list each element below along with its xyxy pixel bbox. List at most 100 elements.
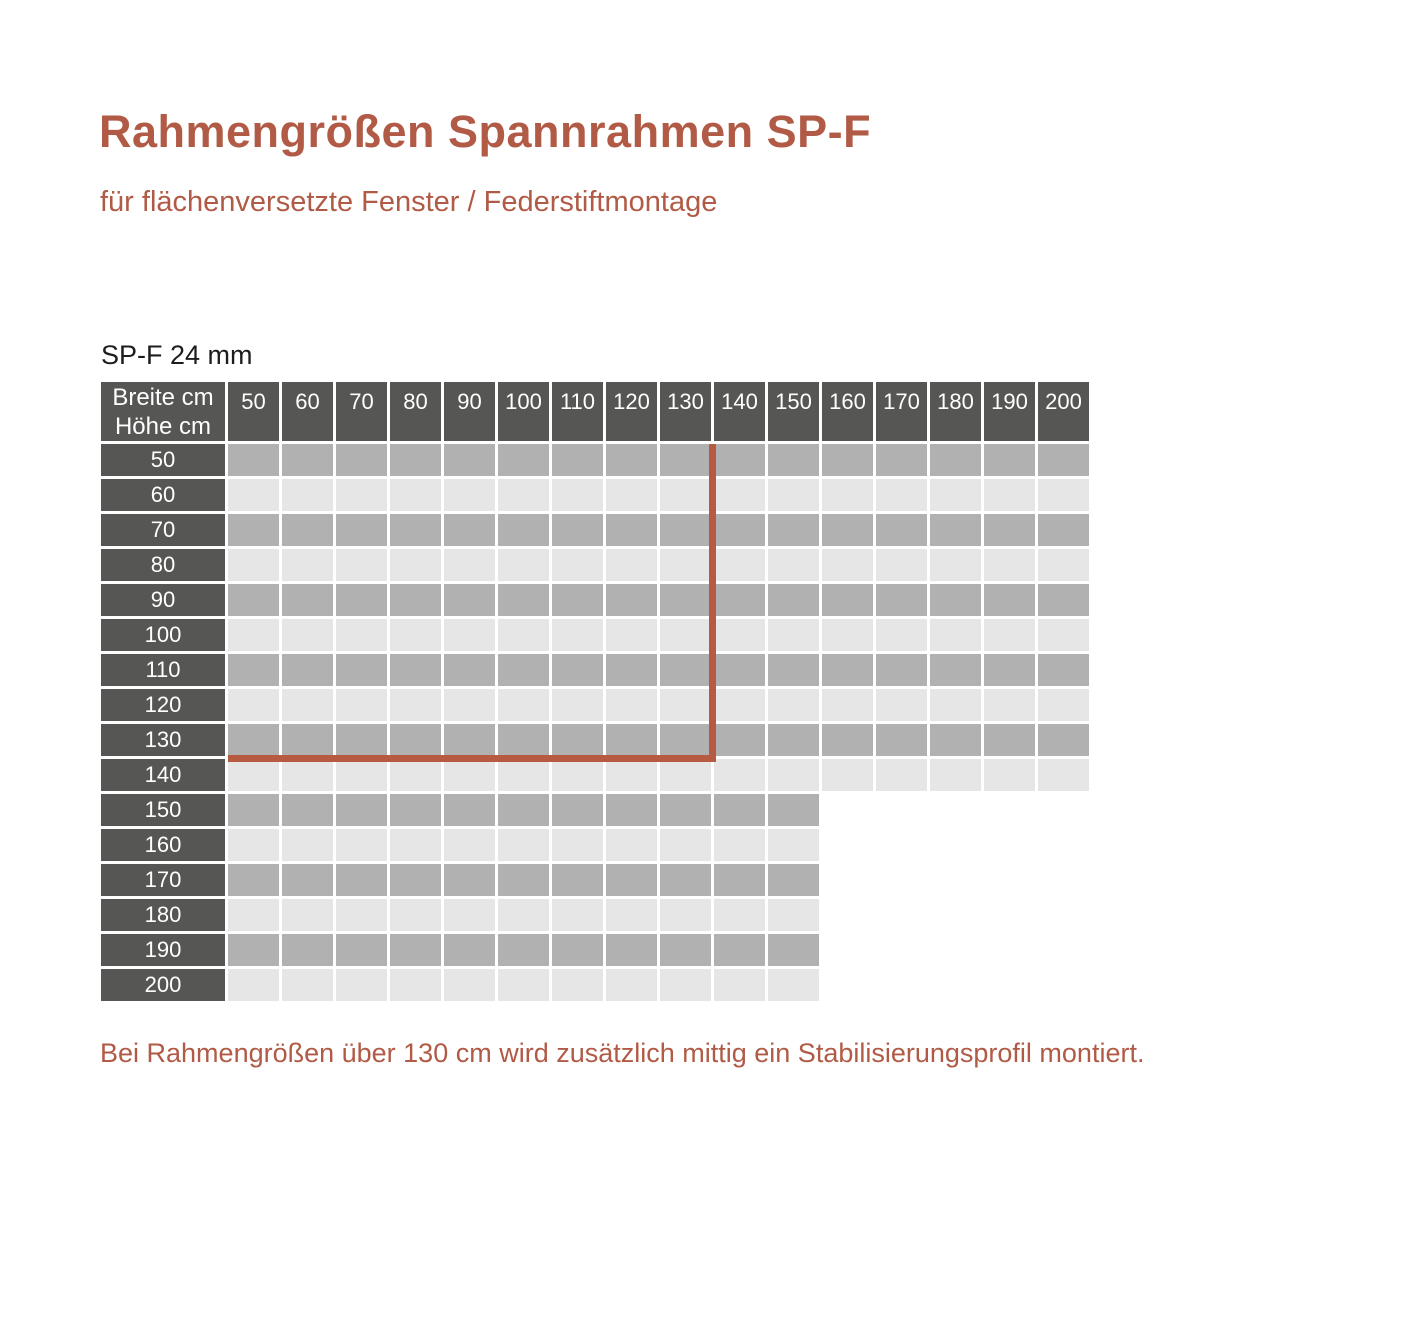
size-cell xyxy=(336,479,387,511)
size-cell xyxy=(228,654,279,686)
size-cell xyxy=(984,549,1035,581)
column-header-cell: 170 xyxy=(876,382,927,441)
column-header-cell: 50 xyxy=(228,382,279,441)
size-cell xyxy=(1038,619,1089,651)
size-cell xyxy=(714,514,765,546)
size-cell xyxy=(822,619,873,651)
size-cell xyxy=(282,584,333,616)
size-cell xyxy=(930,444,981,476)
size-cell xyxy=(930,654,981,686)
size-cell xyxy=(1038,724,1089,756)
size-cell xyxy=(660,689,711,721)
size-cell xyxy=(606,864,657,896)
row-header-cell: 50 xyxy=(101,444,225,476)
size-cell xyxy=(498,689,549,721)
size-cell xyxy=(984,689,1035,721)
page-title: Rahmengrößen Spannrahmen SP-F xyxy=(99,106,872,157)
size-cell xyxy=(498,514,549,546)
size-cell xyxy=(552,584,603,616)
size-cell xyxy=(606,934,657,966)
size-cell xyxy=(552,654,603,686)
size-cell xyxy=(552,794,603,826)
size-cell xyxy=(984,479,1035,511)
size-cell xyxy=(390,654,441,686)
size-cell xyxy=(714,934,765,966)
size-cell xyxy=(282,479,333,511)
size-cell xyxy=(390,549,441,581)
size-cell xyxy=(876,619,927,651)
table-body: 50 60 70 80 90 100 110 120 130 140 150 160 170 180 190… xyxy=(101,444,1089,1001)
row-header-cell: 170 xyxy=(101,864,225,896)
size-cell xyxy=(444,584,495,616)
size-cell xyxy=(876,654,927,686)
table-row: 80 xyxy=(101,549,1089,581)
size-cell xyxy=(228,864,279,896)
page-subtitle: für flächenversetzte Fenster / Federstif… xyxy=(100,186,718,218)
size-cell xyxy=(390,969,441,1001)
table-row: 190 xyxy=(101,934,1089,966)
size-cell xyxy=(228,479,279,511)
size-cell xyxy=(498,759,549,791)
table-row: 110 xyxy=(101,654,1089,686)
size-cell xyxy=(660,479,711,511)
size-cell xyxy=(228,514,279,546)
size-cell xyxy=(606,584,657,616)
size-cell xyxy=(714,654,765,686)
size-cell xyxy=(984,514,1035,546)
size-cell xyxy=(390,584,441,616)
size-cell xyxy=(768,654,819,686)
column-header-cell: 80 xyxy=(390,382,441,441)
size-cell xyxy=(282,549,333,581)
size-cell xyxy=(876,689,927,721)
size-cell xyxy=(660,549,711,581)
corner-header-line1: Breite cm xyxy=(112,383,214,411)
size-cell xyxy=(390,689,441,721)
size-cell xyxy=(228,619,279,651)
size-cell xyxy=(606,969,657,1001)
size-cell xyxy=(714,794,765,826)
size-cell xyxy=(498,549,549,581)
size-cell xyxy=(336,654,387,686)
size-cell xyxy=(552,689,603,721)
size-cell xyxy=(498,654,549,686)
size-cell xyxy=(1038,514,1089,546)
size-cell xyxy=(228,969,279,1001)
size-cell xyxy=(768,584,819,616)
size-cell xyxy=(606,724,657,756)
table-row: 160 xyxy=(101,829,1089,861)
size-table: Breite cm Höhe cm 50 60 70 80 90 100 110 120 130… xyxy=(101,382,1089,1001)
size-cell xyxy=(390,514,441,546)
size-cell xyxy=(552,514,603,546)
size-cell xyxy=(768,514,819,546)
size-cell xyxy=(1038,584,1089,616)
corner-header-line2: Höhe cm xyxy=(114,412,212,440)
size-cell xyxy=(768,864,819,896)
size-cell xyxy=(876,584,927,616)
size-cell xyxy=(714,549,765,581)
size-cell xyxy=(1038,689,1089,721)
size-cell xyxy=(552,934,603,966)
size-cell xyxy=(768,444,819,476)
size-cell xyxy=(660,969,711,1001)
column-header-cell: 130 xyxy=(660,382,711,441)
size-cell xyxy=(444,689,495,721)
size-cell xyxy=(498,794,549,826)
size-cell xyxy=(498,864,549,896)
table-row: 70 xyxy=(101,514,1089,546)
size-cell xyxy=(876,759,927,791)
size-cell xyxy=(336,584,387,616)
size-cell xyxy=(660,934,711,966)
size-cell xyxy=(336,829,387,861)
size-cell xyxy=(228,829,279,861)
size-cell xyxy=(606,654,657,686)
row-header-cell: 150 xyxy=(101,794,225,826)
size-cell xyxy=(336,759,387,791)
size-cell xyxy=(498,969,549,1001)
column-header-cell: 110 xyxy=(552,382,603,441)
size-cell xyxy=(390,934,441,966)
size-cell xyxy=(498,899,549,931)
size-cell xyxy=(552,479,603,511)
row-header-cell: 60 xyxy=(101,479,225,511)
size-cell xyxy=(282,934,333,966)
